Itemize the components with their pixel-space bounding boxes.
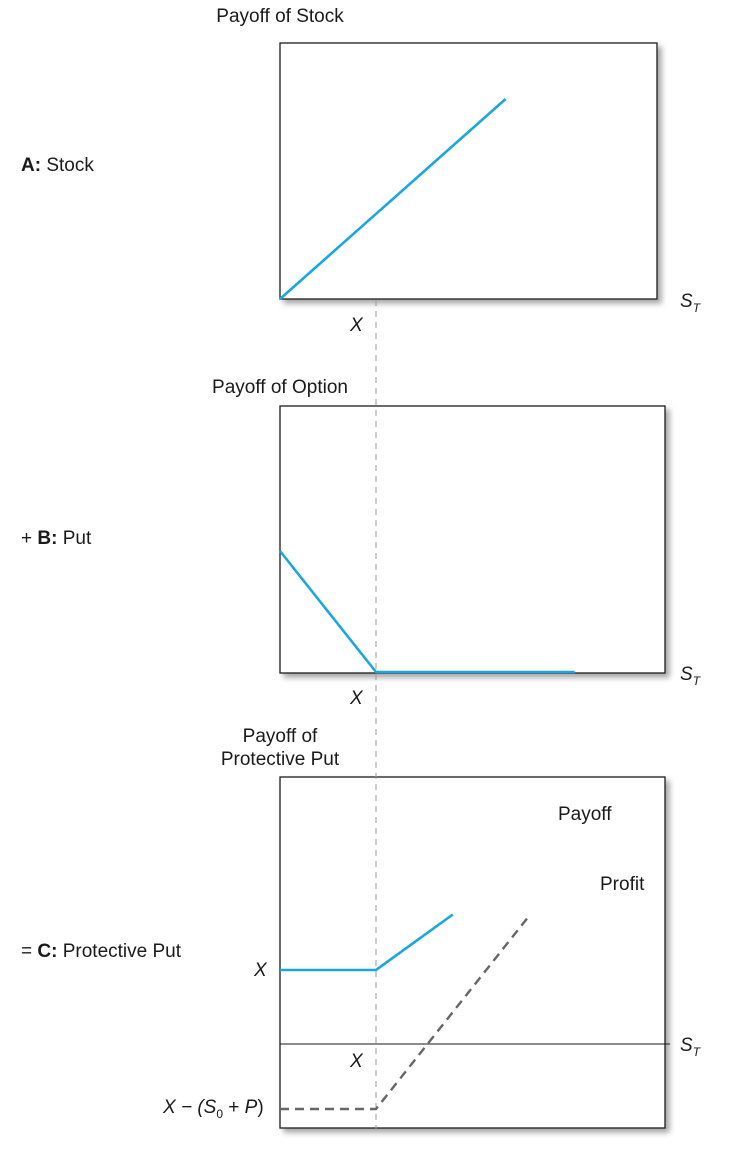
panel-b-row-label: + B: Put — [21, 528, 91, 550]
panel-c-y-tick-profit-floor: X − (S0 + P) — [163, 1097, 264, 1121]
panel-c-prefix: = — [21, 941, 33, 962]
panel-c-name: Protective Put — [62, 941, 182, 962]
panel-c-strike-tick: X — [350, 1051, 363, 1072]
panel-c-y-tick-x: X — [254, 960, 267, 981]
stock-payoff-line — [279, 98, 507, 300]
panel-c-x-axis-label: ST — [680, 1035, 701, 1059]
profit-series-label: Profit — [600, 874, 645, 895]
panel-a-row-label: A: Stock — [21, 155, 94, 177]
panel-b-name: Put — [62, 528, 92, 549]
panel-c-title-line2: Protective Put — [220, 749, 340, 770]
panel-a-frame — [279, 42, 658, 300]
panel-b-strike-tick: X — [350, 688, 363, 709]
panel-c-letter: C: — [37, 941, 58, 962]
payoff-series-label: Payoff — [558, 804, 612, 825]
panel-a-x-axis-label: ST — [680, 291, 701, 315]
protective-put-payoff-line — [280, 913, 454, 972]
panel-a-strike-tick: X — [350, 315, 363, 336]
panel-a-letter: A: — [21, 155, 42, 176]
panel-b-title: Payoff of Option — [212, 377, 348, 398]
put-payoff-line — [278, 550, 575, 674]
panel-c-frame — [279, 776, 666, 1129]
panel-b-frame — [279, 405, 666, 674]
panel-a-title: Payoff of Stock — [216, 6, 344, 27]
panel-c-title-line1: Payoff of — [242, 726, 318, 747]
panel-b-x-axis-label: ST — [680, 664, 701, 688]
panel-a-name: Stock — [46, 155, 94, 176]
protective-put-profit-line — [280, 914, 531, 1111]
panel-c-row-label: = C: Protective Put — [21, 941, 181, 963]
panel-b-prefix: + — [21, 528, 33, 549]
panel-b-letter: B: — [37, 528, 58, 549]
